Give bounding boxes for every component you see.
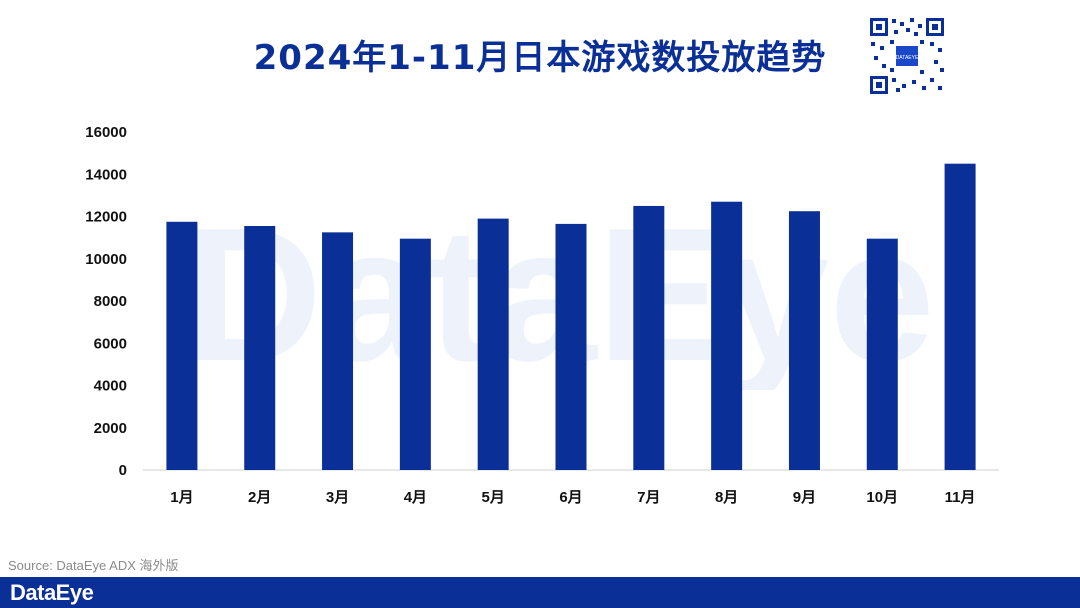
x-axis-ticks: 1月 2月 3月 4月 5月 6月 7月 8月 9月 10月 11月	[170, 489, 975, 506]
bar	[633, 205, 665, 470]
y-tick-label: 0	[119, 462, 127, 479]
x-tick-label: 1月	[170, 489, 193, 506]
bars	[166, 163, 976, 470]
x-tick-label: 2月	[248, 489, 271, 506]
bar	[866, 238, 898, 470]
qr-center-label: DATAEYE	[896, 55, 919, 61]
x-tick-label: 3月	[326, 489, 349, 506]
x-tick-label: 6月	[559, 489, 582, 506]
y-tick-label: 14000	[85, 166, 127, 183]
y-tick-label: 2000	[94, 420, 127, 437]
bar	[944, 163, 976, 470]
y-tick-label: 10000	[85, 251, 127, 268]
source-note: Source: DataEye ADX 海外版	[8, 558, 179, 573]
y-tick-label: 8000	[94, 293, 127, 310]
x-tick-label: 8月	[715, 489, 738, 506]
y-tick-label: 4000	[94, 378, 127, 395]
y-tick-label: 6000	[94, 335, 127, 352]
y-tick-label: 16000	[85, 124, 127, 141]
footer-bar: DataEye	[0, 577, 1080, 608]
y-axis-ticks: 0 2000 4000 6000 8000 10000 12000 14000 16000	[85, 124, 127, 479]
x-tick-label: 7月	[637, 489, 660, 506]
x-tick-label: 5月	[482, 489, 505, 506]
x-tick-label: 4月	[404, 489, 427, 506]
bar	[788, 211, 820, 470]
x-tick-label: 11月	[945, 489, 976, 506]
chart-title: 2024年1-11月日本游戏数投放趋势	[253, 38, 827, 78]
qr-code-icon: DATAEYE	[868, 16, 946, 96]
x-tick-label: 10月	[866, 489, 898, 506]
bar	[555, 223, 587, 470]
bar	[711, 201, 743, 470]
bar	[244, 226, 276, 470]
bar	[399, 238, 431, 470]
bar	[477, 218, 509, 470]
bar	[166, 221, 198, 470]
bar-chart: 0 2000 4000 6000 8000 10000 12000 14000 16000 1月…	[85, 124, 999, 506]
brand-logo: DataEye	[10, 580, 94, 605]
bar	[322, 232, 354, 470]
y-tick-label: 12000	[85, 209, 127, 226]
x-tick-label: 9月	[793, 489, 816, 506]
